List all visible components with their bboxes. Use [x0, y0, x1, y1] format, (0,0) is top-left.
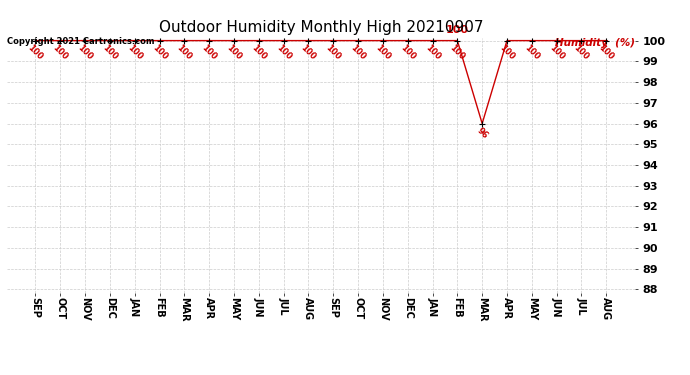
Text: 100: 100: [497, 44, 516, 62]
Text: 100: 100: [250, 44, 268, 62]
Text: 100: 100: [200, 44, 219, 62]
Text: Humidity  (%): Humidity (%): [555, 38, 635, 48]
Text: 100: 100: [522, 44, 541, 62]
Text: 100: 100: [597, 44, 615, 62]
Text: 100: 100: [423, 44, 442, 62]
Text: 100: 100: [175, 44, 194, 62]
Text: 100: 100: [373, 44, 392, 62]
Text: 100: 100: [51, 44, 70, 62]
Text: 100: 100: [547, 44, 566, 62]
Title: Outdoor Humidity Monthly High 20210907: Outdoor Humidity Monthly High 20210907: [159, 20, 483, 35]
Text: 100: 100: [572, 44, 591, 62]
Text: 100: 100: [398, 44, 417, 62]
Text: 100: 100: [299, 44, 318, 62]
Text: 100: 100: [324, 44, 342, 62]
Text: 100: 100: [275, 44, 293, 62]
Text: 100: 100: [225, 44, 244, 62]
Text: 100: 100: [348, 44, 367, 62]
Text: 100: 100: [76, 44, 95, 62]
Text: 100: 100: [126, 44, 144, 62]
Text: 96: 96: [475, 126, 489, 141]
Text: 100: 100: [26, 44, 45, 62]
Text: 100: 100: [448, 44, 466, 62]
Text: 100: 100: [446, 25, 469, 35]
Text: Copyright 2021 Cartronics.com: Copyright 2021 Cartronics.com: [7, 38, 155, 46]
Text: 100: 100: [150, 44, 169, 62]
Text: 100: 100: [101, 44, 119, 62]
